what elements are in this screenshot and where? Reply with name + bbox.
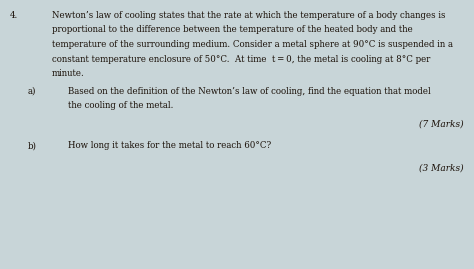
Text: b): b) — [28, 141, 37, 150]
Text: (7 Marks): (7 Marks) — [419, 119, 464, 129]
Text: Based on the definition of the Newton’s law of cooling, find the equation that m: Based on the definition of the Newton’s … — [68, 87, 431, 95]
Text: the cooling of the metal.: the cooling of the metal. — [68, 101, 173, 110]
Text: constant temperature enclosure of 50°C.  At time  t = 0, the metal is cooling at: constant temperature enclosure of 50°C. … — [52, 55, 430, 63]
Text: Newton’s law of cooling states that the rate at which the temperature of a body : Newton’s law of cooling states that the … — [52, 11, 446, 20]
Text: How long it takes for the metal to reach 60°C?: How long it takes for the metal to reach… — [68, 141, 271, 150]
Text: proportional to the difference between the temperature of the heated body and th: proportional to the difference between t… — [52, 26, 413, 34]
Text: minute.: minute. — [52, 69, 85, 78]
Text: a): a) — [28, 87, 36, 95]
Text: temperature of the surrounding medium. Consider a metal sphere at 90°C is suspen: temperature of the surrounding medium. C… — [52, 40, 453, 49]
Text: (3 Marks): (3 Marks) — [419, 164, 464, 173]
Text: 4.: 4. — [10, 11, 18, 20]
